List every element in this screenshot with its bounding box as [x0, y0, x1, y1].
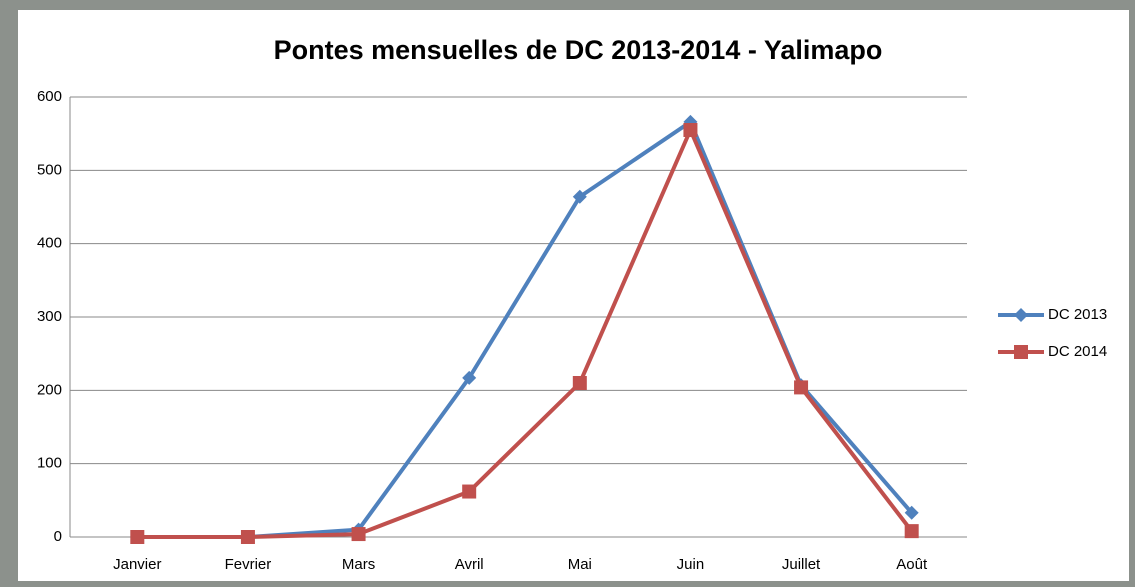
- data-point: [240, 530, 255, 544]
- data-point: [572, 376, 587, 390]
- chart-area: [18, 10, 1129, 581]
- data-point: [462, 370, 477, 385]
- data-point: [794, 380, 809, 395]
- data-point: [683, 123, 698, 137]
- x-tick-label: Juillet: [782, 556, 821, 573]
- y-tick-label: 200: [37, 381, 62, 398]
- y-tick-label: 0: [54, 528, 62, 545]
- x-tick-label: Fevrier: [225, 556, 272, 573]
- data-point: [462, 484, 477, 499]
- x-tick-label: Janvier: [113, 556, 161, 573]
- x-tick-label: Août: [896, 556, 928, 573]
- legend-label: DC 2014: [1048, 343, 1107, 360]
- data-point: [351, 527, 366, 542]
- legend-label: DC 2013: [1048, 306, 1107, 323]
- data-point: [572, 189, 587, 204]
- y-tick-label: 500: [37, 161, 62, 178]
- y-tick-label: 400: [37, 235, 62, 252]
- y-tick-label: 300: [37, 308, 62, 325]
- x-tick-label: Avril: [455, 556, 484, 573]
- chart-title: Pontes mensuelles de DC 2013-2014 - Yali…: [274, 35, 883, 65]
- x-tick-label: Mai: [568, 556, 592, 573]
- data-point: [130, 530, 145, 544]
- data-point: [904, 505, 919, 520]
- series-line: [137, 128, 914, 539]
- legend-marker: [1014, 345, 1028, 359]
- x-tick-label: Mars: [342, 556, 375, 573]
- data-point: [904, 524, 919, 539]
- y-tick-label: 600: [37, 88, 62, 105]
- x-tick-label: Juin: [677, 556, 705, 573]
- legend-marker: [1014, 308, 1028, 322]
- y-tick-label: 100: [37, 455, 62, 472]
